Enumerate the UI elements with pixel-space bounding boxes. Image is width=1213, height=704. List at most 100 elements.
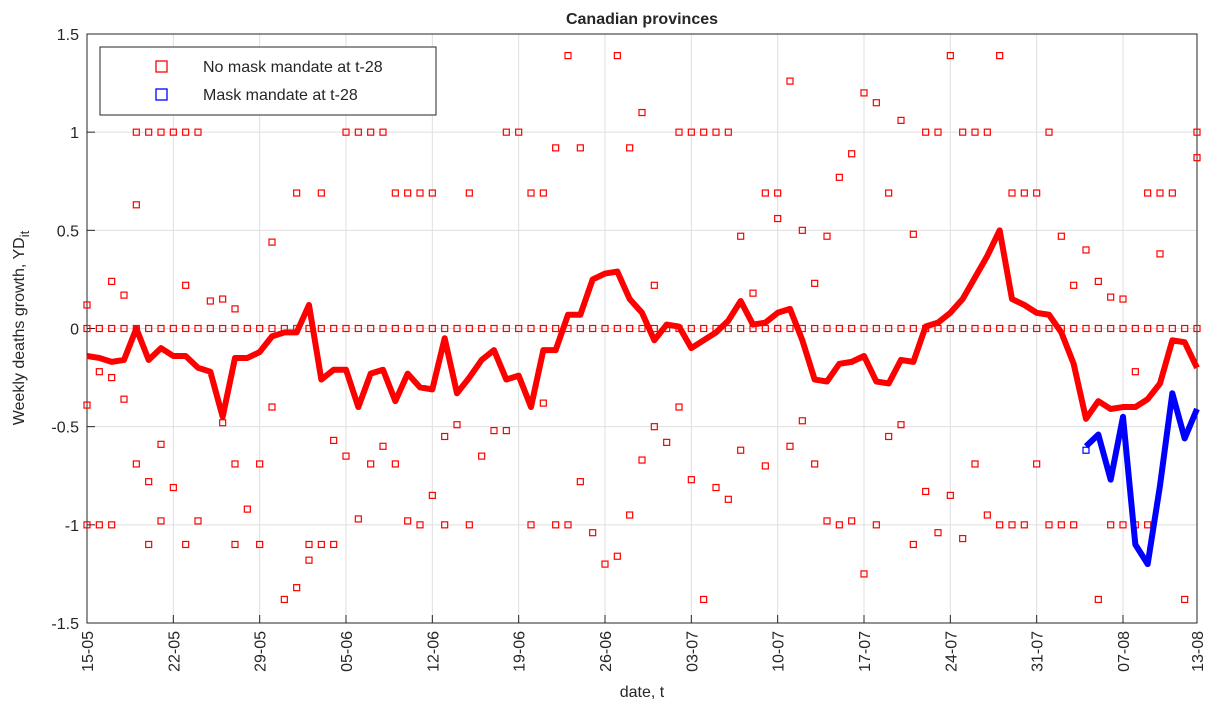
marker xyxy=(835,324,843,333)
marker xyxy=(663,438,671,446)
marker xyxy=(502,128,510,136)
marker xyxy=(1057,232,1065,240)
marker xyxy=(1020,521,1028,529)
marker xyxy=(379,128,387,136)
marker xyxy=(811,460,819,468)
marker xyxy=(539,189,547,197)
marker xyxy=(330,324,338,333)
marker xyxy=(712,128,720,136)
marker xyxy=(613,324,621,333)
x-tick-label: 10-07 xyxy=(771,631,788,672)
marker xyxy=(231,540,239,549)
marker xyxy=(626,511,634,519)
marker xyxy=(527,521,535,529)
marker xyxy=(182,324,190,333)
marker xyxy=(404,189,412,197)
legend-marker xyxy=(155,88,168,101)
marker xyxy=(786,77,794,85)
x-tick-label: 31-07 xyxy=(1030,631,1047,672)
marker xyxy=(589,529,597,537)
marker xyxy=(231,460,239,468)
marker xyxy=(342,452,350,460)
marker xyxy=(317,189,325,197)
marker xyxy=(539,399,547,407)
marker xyxy=(737,446,745,454)
marker xyxy=(872,99,880,107)
marker xyxy=(848,324,856,333)
marker xyxy=(1181,324,1189,333)
marker xyxy=(416,521,424,529)
x-tick-label: 03-07 xyxy=(684,631,701,672)
marker xyxy=(132,128,140,136)
marker xyxy=(367,128,375,136)
marker xyxy=(811,279,819,287)
marker xyxy=(650,281,658,289)
marker xyxy=(120,291,128,299)
marker xyxy=(1107,324,1115,333)
marker xyxy=(478,452,486,460)
marker xyxy=(502,324,510,333)
marker xyxy=(848,517,856,525)
marker xyxy=(724,495,732,503)
marker xyxy=(145,478,153,486)
marker xyxy=(737,232,745,240)
marker xyxy=(527,324,535,333)
marker xyxy=(391,460,399,468)
marker xyxy=(996,324,1004,333)
marker xyxy=(687,476,695,484)
marker xyxy=(379,442,387,450)
marker xyxy=(1033,189,1041,197)
marker xyxy=(946,491,954,499)
plot-frame xyxy=(86,33,1198,624)
legend-marker xyxy=(155,60,168,73)
marker xyxy=(552,144,560,152)
marker xyxy=(83,401,91,409)
marker xyxy=(1107,293,1115,301)
line xyxy=(1083,390,1200,568)
x-axis-label: date, t xyxy=(620,684,665,701)
marker xyxy=(700,595,708,604)
marker xyxy=(219,324,227,333)
marker xyxy=(1168,324,1176,333)
marker xyxy=(1057,521,1065,529)
marker xyxy=(108,373,116,382)
marker xyxy=(576,144,584,152)
marker xyxy=(354,515,362,523)
marker xyxy=(626,144,634,152)
marker xyxy=(1033,324,1041,333)
marker xyxy=(231,324,239,333)
marker xyxy=(576,478,584,486)
marker xyxy=(922,128,930,136)
marker xyxy=(515,128,523,136)
marker xyxy=(564,521,572,529)
marker xyxy=(983,511,991,519)
marker xyxy=(1020,324,1028,333)
x-tick-label: 22-05 xyxy=(166,631,183,672)
x-tick-label: 29-05 xyxy=(253,631,270,672)
marker xyxy=(120,324,128,333)
marker xyxy=(194,517,202,525)
marker xyxy=(971,460,979,468)
marker xyxy=(354,128,362,136)
marker xyxy=(441,521,449,529)
marker xyxy=(465,521,473,529)
marker xyxy=(946,51,954,60)
marker xyxy=(416,189,424,197)
marker xyxy=(539,324,547,333)
marker xyxy=(132,201,140,209)
marker xyxy=(885,189,893,197)
marker xyxy=(293,189,301,197)
marker xyxy=(934,529,942,537)
marker xyxy=(157,517,165,525)
marker xyxy=(946,324,954,333)
marker xyxy=(909,540,917,549)
marker xyxy=(737,324,745,333)
marker xyxy=(169,483,177,492)
marker xyxy=(157,128,165,136)
marker xyxy=(1020,189,1028,197)
marker xyxy=(404,324,412,333)
y-tick-label: 0 xyxy=(70,322,79,339)
marker xyxy=(428,189,436,197)
marker xyxy=(182,540,190,549)
